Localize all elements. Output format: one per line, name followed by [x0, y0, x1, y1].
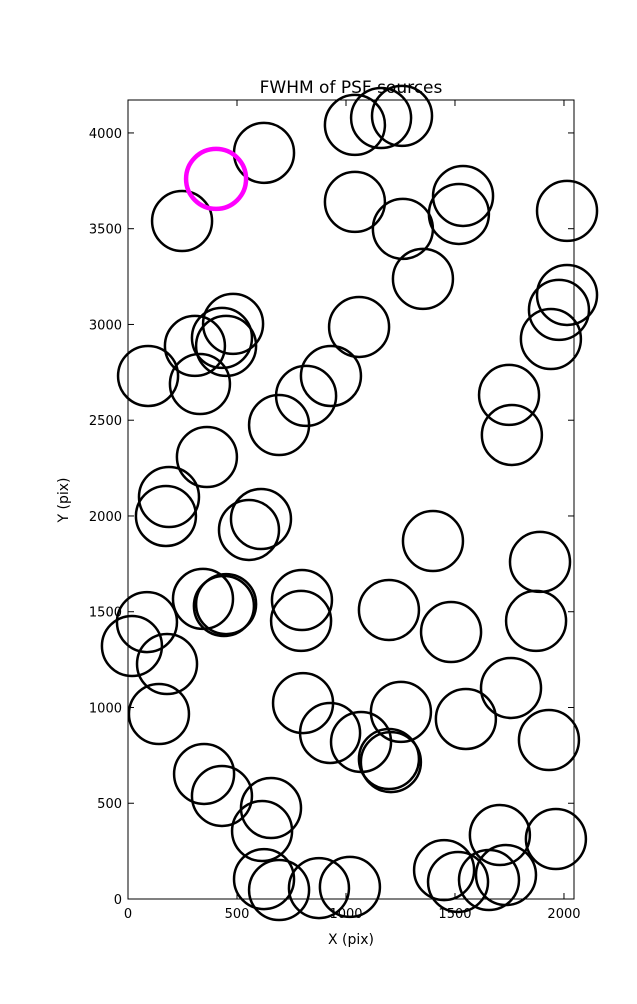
- source-circle: [175, 425, 239, 489]
- source-circle: [135, 632, 199, 696]
- source-circle: [323, 93, 387, 157]
- source-circle: [194, 572, 258, 636]
- y-tick-label: 3500: [89, 223, 122, 238]
- x-tick-label: 500: [225, 907, 250, 922]
- source-circle: [194, 314, 258, 378]
- source-circle: [190, 306, 254, 370]
- x-tick-label: 0: [124, 907, 132, 922]
- source-circle: [480, 403, 544, 467]
- source-circle: [168, 352, 232, 416]
- source-circle: [519, 307, 583, 371]
- y-tick-label: 2000: [89, 510, 122, 525]
- source-circle: [327, 295, 391, 359]
- y-tick-label: 2500: [89, 414, 122, 429]
- source-circle: [116, 344, 180, 408]
- source-circle: [247, 393, 311, 457]
- source-circle: [524, 807, 588, 871]
- source-circle: [359, 730, 423, 794]
- plot-frame: [127, 99, 575, 900]
- source-circle: [527, 278, 591, 342]
- source-circle: [287, 856, 351, 920]
- source-circle: [247, 858, 311, 922]
- y-tick-label: 1000: [89, 701, 122, 716]
- source-circle: [474, 843, 538, 907]
- source-circle: [134, 484, 198, 548]
- source-circle: [270, 568, 334, 632]
- source-circle: [468, 803, 532, 867]
- source-circle: [150, 189, 214, 253]
- y-tick-label: 3000: [89, 318, 122, 333]
- y-tick-label: 1500: [89, 606, 122, 621]
- source-circle: [299, 344, 363, 408]
- source-circle: [127, 682, 191, 746]
- source-circle: [323, 170, 387, 234]
- source-circle: [535, 263, 599, 327]
- source-circle: [232, 847, 296, 911]
- source-circle: [401, 509, 465, 573]
- source-circle: [201, 292, 265, 356]
- source-circle: [431, 164, 495, 228]
- source-circle: [137, 465, 201, 529]
- source-circle: [357, 727, 421, 791]
- source-circle: [115, 590, 179, 654]
- source-circle: [371, 197, 435, 261]
- source-circle: [370, 84, 434, 148]
- source-circle: [190, 764, 254, 828]
- y-tick-label: 500: [97, 797, 122, 812]
- source-circle: [434, 687, 498, 751]
- source-circle: [477, 363, 541, 427]
- source-circle: [100, 614, 164, 678]
- source-circle: [412, 838, 476, 902]
- source-circle: [426, 850, 490, 914]
- y-axis-label: Y (pix): [56, 478, 72, 524]
- source-circle: [349, 86, 413, 150]
- x-axis-label: X (pix): [328, 932, 374, 948]
- source-circle: [357, 578, 421, 642]
- source-circle: [230, 799, 294, 863]
- source-circle: [391, 247, 455, 311]
- source-circle: [217, 498, 281, 562]
- source-circle: [318, 855, 382, 919]
- source-circle: [535, 179, 599, 243]
- source-circle: [172, 742, 236, 806]
- source-circle: [269, 589, 333, 653]
- y-tick-label: 4000: [89, 127, 122, 142]
- y-tick-label: 0: [114, 893, 122, 908]
- source-circle: [229, 487, 293, 551]
- source-circle: [298, 701, 362, 765]
- source-circle: [183, 146, 249, 212]
- source-circle: [419, 600, 483, 664]
- source-circle: [479, 656, 543, 720]
- source-circle: [517, 708, 581, 772]
- x-tick-label: 2000: [547, 907, 580, 922]
- source-circle: [504, 589, 568, 653]
- source-circle: [192, 574, 256, 638]
- source-circle: [163, 314, 227, 378]
- source-circle: [369, 680, 433, 744]
